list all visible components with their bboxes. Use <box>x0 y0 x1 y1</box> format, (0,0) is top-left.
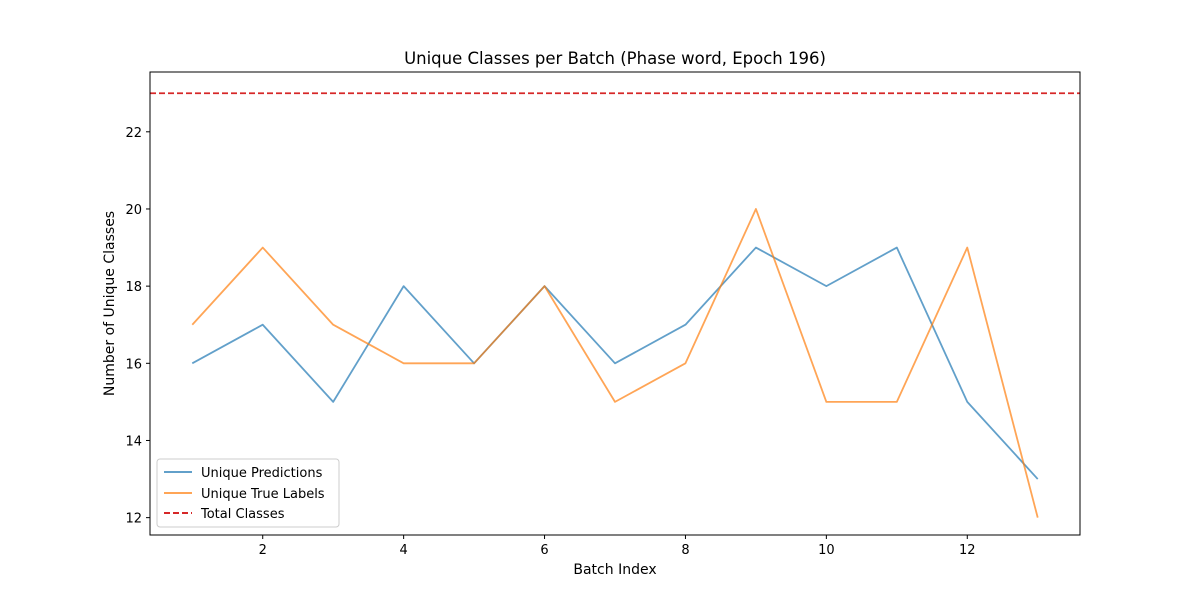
x-tick-label: 8 <box>681 543 689 558</box>
y-axis-label: Number of Unique Classes <box>102 211 118 396</box>
series-line-0 <box>191 246 1039 480</box>
series-lines <box>150 92 1080 518</box>
plot-area <box>150 72 1080 535</box>
x-tick-label: 10 <box>818 543 835 558</box>
legend-box <box>156 458 340 528</box>
y-axis: 12 14 16 18 20 22 <box>125 126 150 527</box>
x-tick-label: 12 <box>959 543 976 558</box>
x-axis-label: Batch Index <box>573 562 656 578</box>
x-tick-label: 2 <box>259 543 267 558</box>
legend-label-true-labels: Unique True Labels <box>201 487 325 502</box>
series-line-1 <box>191 208 1039 518</box>
x-tick-label: 4 <box>399 543 407 558</box>
y-tick-label: 14 <box>125 434 142 449</box>
x-axis: 2 4 6 8 10 12 <box>259 535 976 558</box>
y-tick-label: 20 <box>125 203 142 218</box>
y-tick-label: 16 <box>125 357 142 372</box>
legend: Unique Predictions Unique True Labels To… <box>156 458 340 528</box>
y-tick-label: 22 <box>125 126 142 141</box>
y-tick-label: 12 <box>125 512 142 527</box>
legend-label-predictions: Unique Predictions <box>201 466 323 481</box>
y-tick-label: 18 <box>125 280 142 295</box>
legend-label-total-classes: Total Classes <box>200 507 285 522</box>
x-tick-label: 6 <box>540 543 548 558</box>
plot-border <box>149 71 1081 536</box>
chart-title: Unique Classes per Batch (Phase word, Ep… <box>404 49 826 68</box>
